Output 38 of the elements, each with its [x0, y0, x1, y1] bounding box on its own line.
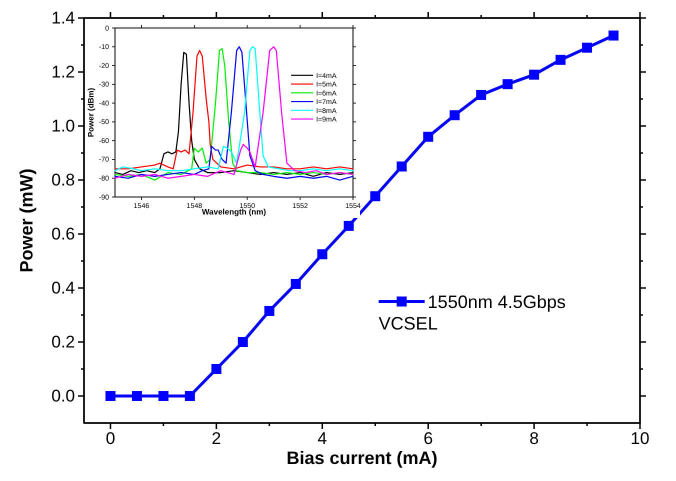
point	[423, 132, 434, 142]
point	[370, 191, 380, 202]
x-tick-label: 10	[630, 429, 650, 448]
point	[211, 364, 222, 374]
y-tick-label: 0.8	[51, 170, 75, 190]
y-tick-label: 1.4	[51, 8, 75, 28]
point	[608, 30, 619, 41]
point	[264, 306, 274, 316]
y-tick-label: 1.0	[51, 116, 75, 136]
point	[396, 162, 407, 172]
point	[238, 337, 248, 347]
point	[450, 110, 460, 120]
point	[344, 220, 354, 231]
point	[158, 391, 168, 401]
point	[476, 90, 486, 100]
x-tick-label: 2	[212, 429, 222, 448]
y-tick-label: 0.2	[51, 332, 75, 352]
y-axis-title: Power (dBm)	[86, 88, 96, 138]
point	[556, 54, 566, 65]
y-tick-label: 1.2	[51, 62, 75, 82]
y-axis-title: Power (mW)	[16, 168, 37, 273]
point	[529, 70, 540, 80]
y-tick-label: 0.4	[51, 278, 75, 298]
point	[317, 249, 328, 260]
y-tick-label: 0.6	[51, 224, 75, 244]
point	[105, 391, 116, 401]
x-axis-title: Bias current (mA)	[286, 448, 438, 468]
x-axis-title: Wavelength (nm)	[202, 208, 266, 217]
point	[184, 391, 195, 401]
point	[290, 278, 301, 289]
y-tick-label: 0.0	[51, 386, 75, 406]
point	[502, 79, 513, 90]
point	[582, 42, 592, 53]
x-tick-label: 6	[423, 429, 433, 448]
legend-label: 1550nm 4.5Gbps VCSEL	[378, 292, 566, 334]
x-tick-label: 8	[529, 429, 539, 448]
x-tick-label: 4	[318, 429, 328, 448]
point	[132, 391, 142, 401]
